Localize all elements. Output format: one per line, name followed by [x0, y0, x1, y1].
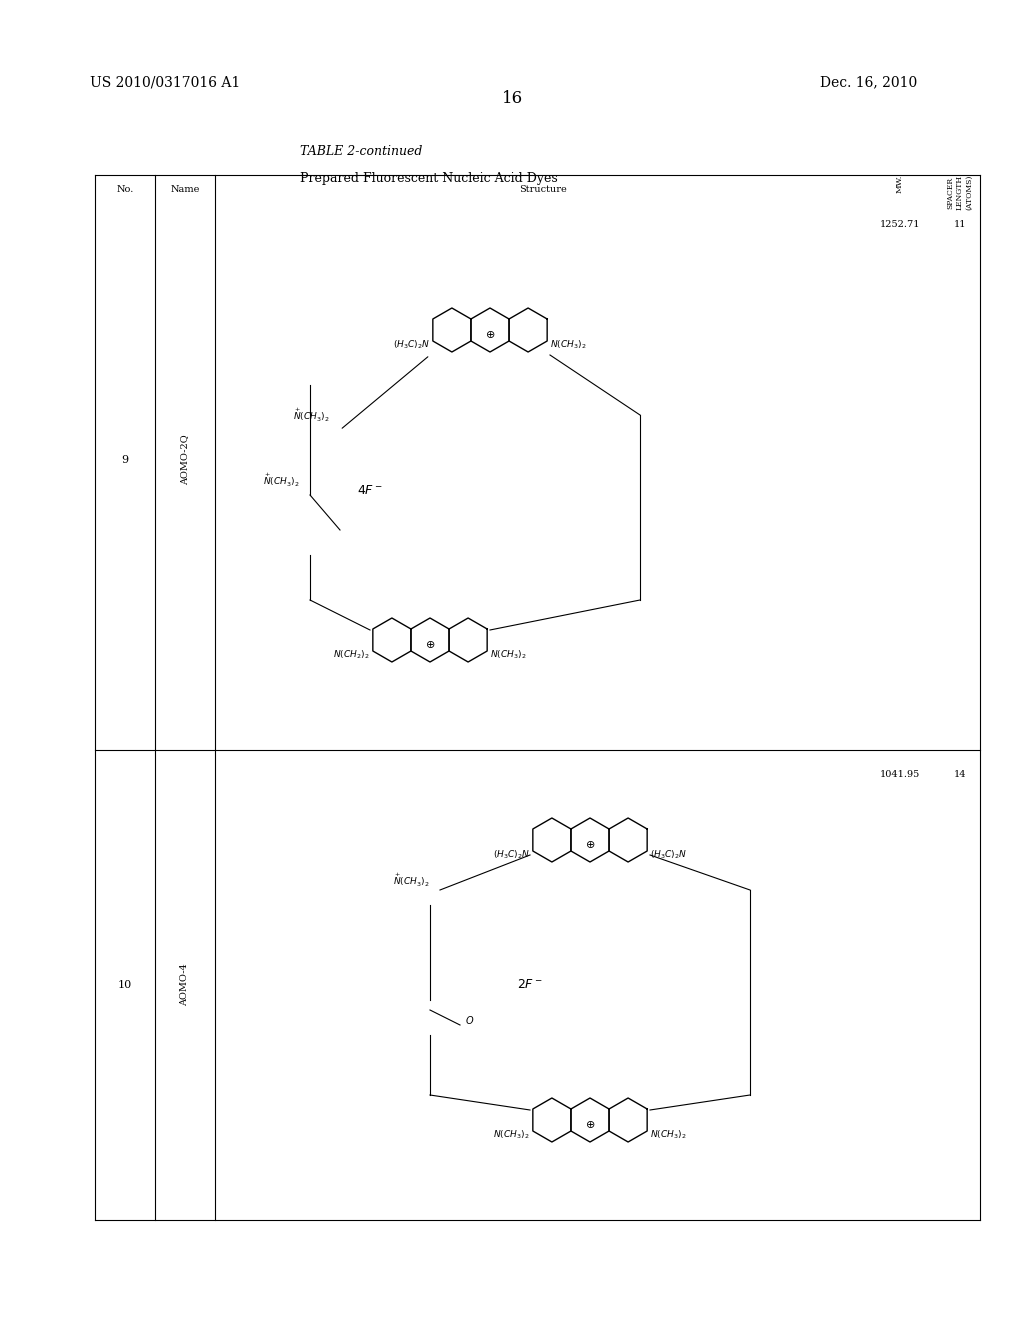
Text: $O$: $O$	[465, 1014, 474, 1026]
Text: $(H_3C)_2N$: $(H_3C)_2N$	[393, 339, 430, 351]
Text: 16: 16	[502, 90, 522, 107]
Text: $(H_3C)_2N$: $(H_3C)_2N$	[493, 849, 530, 861]
Text: $\oplus$: $\oplus$	[484, 330, 496, 341]
Text: Prepared Fluorescent Nucleic Acid Dyes: Prepared Fluorescent Nucleic Acid Dyes	[300, 172, 558, 185]
Text: 11: 11	[953, 220, 967, 228]
Text: Name: Name	[170, 185, 200, 194]
Text: 1252.71: 1252.71	[880, 220, 921, 228]
Text: $N(CH_3)_2$: $N(CH_3)_2$	[550, 339, 587, 351]
Text: No.: No.	[117, 185, 134, 194]
Text: Dec. 16, 2010: Dec. 16, 2010	[820, 75, 918, 88]
Text: $N(CH_3)_2$: $N(CH_3)_2$	[494, 1129, 530, 1142]
Text: $N(CH_2)_2$: $N(CH_2)_2$	[334, 648, 370, 661]
Text: US 2010/0317016 A1: US 2010/0317016 A1	[90, 75, 241, 88]
Text: $4F^-$: $4F^-$	[357, 483, 383, 496]
Text: $N(CH_3)_2$: $N(CH_3)_2$	[650, 1129, 686, 1142]
Text: Structure: Structure	[519, 185, 567, 194]
Text: AOMO-4: AOMO-4	[180, 964, 189, 1006]
Text: $\overset{+}{N}(CH_3)_2$: $\overset{+}{N}(CH_3)_2$	[393, 871, 430, 890]
Text: $N(CH_3)_2$: $N(CH_3)_2$	[490, 648, 526, 661]
Text: 9: 9	[122, 455, 129, 465]
Text: SPACER
LENGTH
(ATOMS): SPACER LENGTH (ATOMS)	[947, 176, 973, 210]
Text: 14: 14	[953, 770, 967, 779]
Text: $\oplus$: $\oplus$	[425, 639, 435, 651]
Text: $\oplus$: $\oplus$	[585, 1119, 595, 1130]
Text: $\oplus$: $\oplus$	[585, 840, 595, 850]
Text: 1041.95: 1041.95	[880, 770, 921, 779]
Text: MW.: MW.	[896, 176, 904, 193]
Text: $\overset{+}{N}(CH_3)_2$: $\overset{+}{N}(CH_3)_2$	[294, 405, 330, 424]
Text: TABLE 2-continued: TABLE 2-continued	[300, 145, 422, 158]
Text: $\overset{+}{N}(CH_3)_2$: $\overset{+}{N}(CH_3)_2$	[263, 471, 300, 490]
Text: AOMO-2Q: AOMO-2Q	[180, 434, 189, 486]
Text: $(H_3C)_2N$: $(H_3C)_2N$	[650, 849, 687, 861]
Text: 10: 10	[118, 979, 132, 990]
Text: $2F^-$: $2F^-$	[517, 978, 543, 991]
